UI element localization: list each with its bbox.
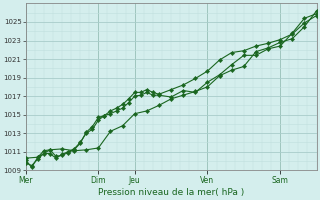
X-axis label: Pression niveau de la mer( hPa ): Pression niveau de la mer( hPa ) bbox=[98, 188, 244, 197]
